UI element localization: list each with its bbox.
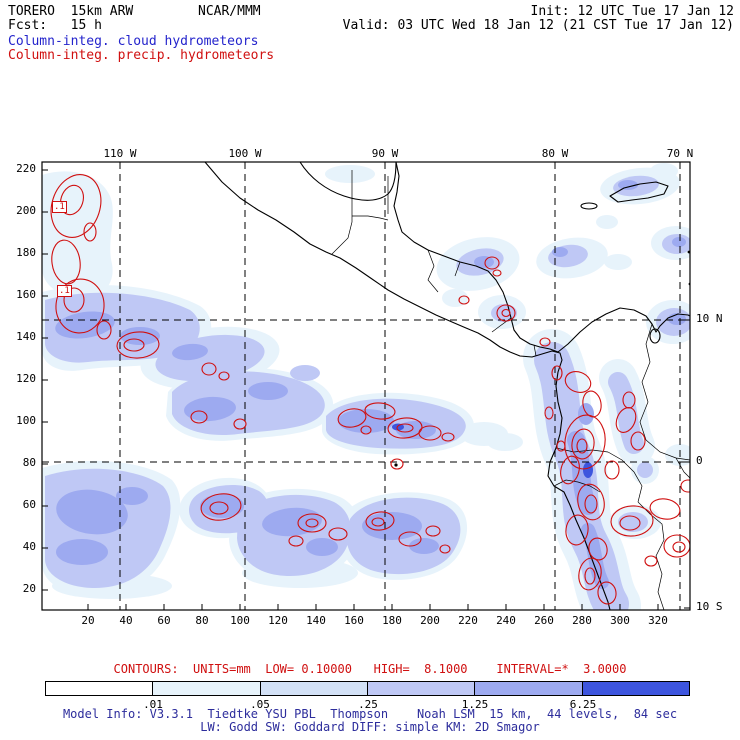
axis-tick-label: 120 [16,372,36,385]
axis-tick-label: 200 [420,614,440,627]
axis-tick-label: 220 [458,614,478,627]
colorbar-segment [259,682,367,695]
axis-tick-label: 140 [16,330,36,343]
model-title: TORERO 15km ARW [8,4,134,19]
colorbar-tick-label: 1.25 [461,698,489,711]
coastlines [204,162,690,610]
contour-value-label: .1 [52,201,67,213]
axis-tick-label: 80 W [541,147,569,160]
axis-tick-label: 220 [16,162,36,175]
model-info-line-1: Model Info: V3.3.1 Tiedtke YSU PBL Thomp… [62,707,678,721]
axis-tick-label: 140 [306,614,326,627]
axis-tick-label: 10 S [696,600,723,613]
axis-tick-label: 70 N [666,147,694,160]
axis-tick-label: 0 [696,454,703,467]
axis-tick-label: 60 [22,498,36,511]
field-label-cloud: Column-integ. cloud hydrometeors [8,34,259,49]
colorbar-tick-label: .05 [250,698,270,711]
axis-tick-label: 160 [344,614,364,627]
axis-tick-label: 300 [610,614,630,627]
axis-tick-label: 280 [572,614,592,627]
axis-tick-label: 40 [22,540,36,553]
axis-tick-label: 160 [16,288,36,301]
colorbar-tick-label: 6.25 [569,698,597,711]
country-borders [331,170,690,610]
forecast-hour: Fcst: 15 h [8,18,102,33]
precip-contour-layer [50,174,690,605]
axis-tick-label: 260 [534,614,554,627]
colorbar-segment [366,682,475,695]
axis-tick-label: 80 [195,614,209,627]
model-info-line-2: LW: Godd SW: Goddard DIFF: simple KM: 2D… [200,720,540,734]
axis-tick-label: 20 [81,614,95,627]
axis-tick-label: 90 W [371,147,399,160]
axis-tick-label: 110 W [103,147,137,160]
axis-tick-label: 180 [16,246,36,259]
colorbar [45,681,690,696]
axis-tick-label: 80 [22,456,36,469]
axis-tick-label: 20 [22,582,36,595]
center-name: NCAR/MMM [198,4,261,19]
axis-tick-label: 120 [268,614,288,627]
init-time: Init: 12 UTC Tue 17 Jan 12 [530,4,735,19]
colorbar-tick-label: .25 [358,698,378,711]
axis-tick-label: 100 [230,614,250,627]
valid-time: Valid: 03 UTC Wed 18 Jan 12 (21 CST Tue … [342,18,734,33]
axis-tick-label: 10 N [696,312,723,325]
colorbar-segment [46,682,153,695]
axis-tick-label: 100 W [228,147,262,160]
axis-tick-label: 40 [119,614,133,627]
axis-tick-label: 100 [16,414,36,427]
colorbar-segment [152,682,260,695]
axis-tick-label: 320 [648,614,668,627]
contour-info-line: CONTOURS: UNITS=mm LOW= 0.10000 HIGH= 8.… [113,662,627,676]
contour-value-label: .1 [57,285,72,297]
axis-tick-label: 180 [382,614,402,627]
map-frame-and-ticks [41,161,691,611]
cloud-shading-layer [42,163,690,610]
axis-tick-label: 60 [157,614,171,627]
colorbar-segment [581,682,689,695]
axis-tick-label: 240 [496,614,516,627]
field-label-precip: Column-integ. precip. hydrometeors [8,48,275,63]
axis-tick-label: 200 [16,204,36,217]
colorbar-segment [474,682,582,695]
colorbar-tick-label: .01 [143,698,163,711]
